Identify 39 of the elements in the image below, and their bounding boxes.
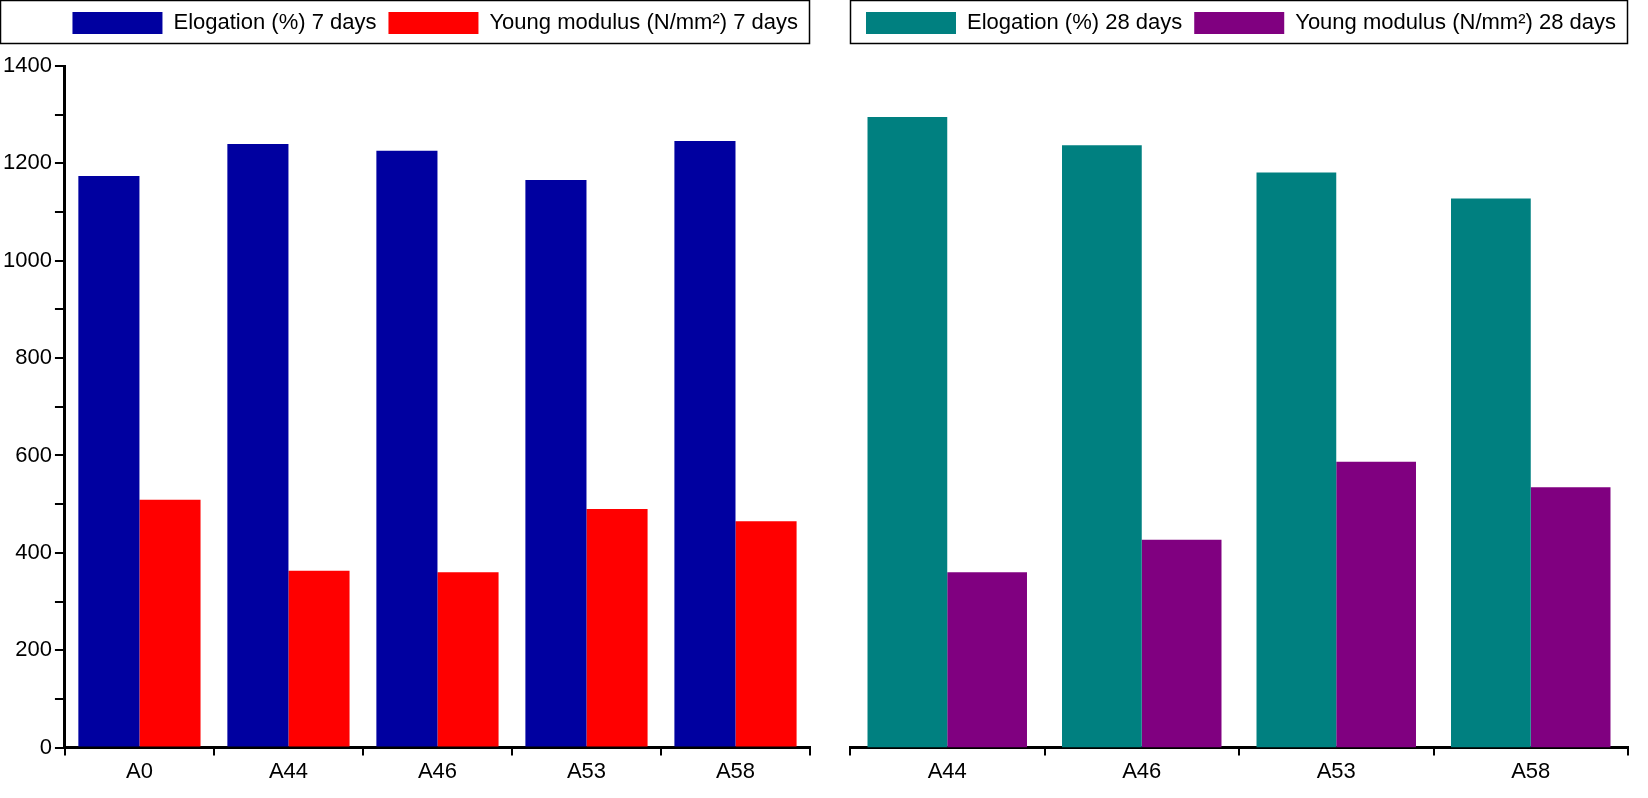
bar [1141,539,1222,748]
bar [437,572,499,747]
y-tick-label: 1000 [2,246,52,272]
x-tick-label: A53 [566,757,607,783]
y-tick-label: 800 [15,344,52,370]
bar [288,570,350,747]
bar [867,117,948,748]
legend-label: Elogation (%) 7 days [173,9,377,35]
bar [586,509,648,747]
x-tick-label: A58 [715,757,756,783]
bar [1530,487,1611,748]
y-tick-label: 0 [39,733,52,759]
y-tick-label: 600 [15,441,52,467]
x-tick-label: A46 [417,757,458,783]
x-tick-label: A58 [1511,757,1551,783]
bar [1451,198,1531,748]
bar [947,572,1027,748]
bar [1336,461,1416,748]
bar [376,150,438,747]
legend-label: Young modulus (N/mm²) 28 days [1295,9,1617,35]
x-tick-label: A0 [125,757,153,783]
y-tick-label: 1400 [2,52,52,78]
legend-label: Elogation (%) 28 days [967,9,1183,35]
bar [227,143,289,747]
y-tick-label: 1200 [2,149,52,175]
y-tick-label: 200 [15,636,52,662]
bar [139,499,201,747]
bar [78,176,140,747]
x-tick-label: A46 [1122,757,1162,783]
x-tick-label: A44 [927,757,967,783]
bar [525,179,587,747]
legend-label: Young modulus (N/mm²) 7 days [489,9,799,35]
y-tick-label: 400 [15,538,52,564]
bar [735,521,797,747]
x-tick-label: A44 [268,757,309,783]
bar [674,140,736,747]
x-tick-label: A53 [1316,757,1356,783]
bar [1256,172,1337,748]
bar [1062,145,1142,748]
